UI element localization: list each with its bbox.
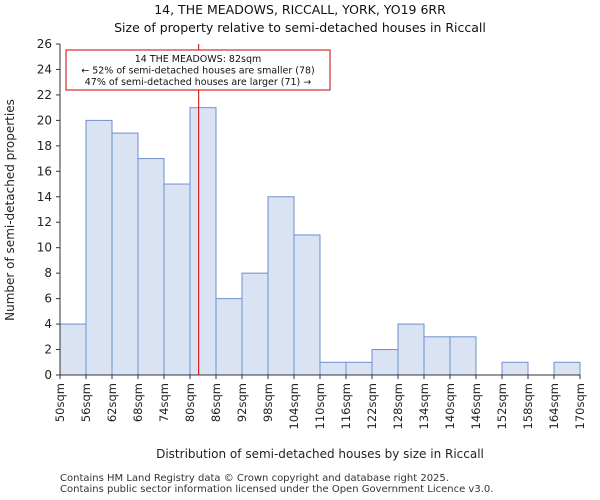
x-tick-label: 122sqm [365, 383, 379, 429]
x-tick-label: 158sqm [521, 383, 535, 429]
x-tick-label: 68sqm [131, 383, 145, 422]
y-axis-label: Number of semi-detached properties [3, 99, 17, 321]
bar-98sqm [267, 196, 295, 376]
y-tick-label: 14 [37, 190, 52, 204]
chart-subtitle: Size of property relative to semi-detach… [114, 20, 486, 35]
bars-group [59, 107, 581, 376]
y-tick-label: 10 [37, 241, 52, 255]
y-tick-label: 0 [44, 368, 52, 382]
y-tick-label: 12 [37, 215, 52, 229]
x-tick-label: 170sqm [573, 383, 587, 429]
bar-164sqm [553, 361, 581, 376]
x-tick-label: 80sqm [183, 383, 197, 422]
x-tick-label: 56sqm [79, 383, 93, 422]
y-tick-label: 20 [37, 113, 52, 127]
x-tick-label: 98sqm [261, 383, 275, 422]
x-tick-label: 86sqm [209, 383, 223, 422]
x-tick-label: 128sqm [391, 383, 405, 429]
x-tick-label: 50sqm [53, 383, 67, 422]
bar-104sqm [293, 234, 321, 376]
y-tick-label: 24 [37, 62, 52, 76]
x-tick-label: 164sqm [547, 383, 561, 429]
y-tick-label: 26 [37, 37, 52, 51]
y-tick-label: 18 [37, 139, 52, 153]
y-tick-label: 2 [44, 343, 52, 357]
annotation-line-2: ← 52% of semi-detached houses are smalle… [81, 66, 315, 77]
y-tick-label: 8 [44, 266, 52, 280]
bar-50sqm [59, 323, 87, 376]
y-tick-label: 16 [37, 164, 52, 178]
x-tick-label: 134sqm [417, 383, 431, 429]
bar-128sqm [397, 323, 425, 376]
x-tick-label: 104sqm [287, 383, 301, 429]
y-tick-label: 6 [44, 292, 52, 306]
footer-line-1: Contains HM Land Registry data © Crown c… [60, 473, 449, 484]
x-tick-label: 92sqm [235, 383, 249, 422]
annotation-box [65, 49, 331, 91]
x-ticks-group: 50sqm 56sqm 62sqm 68sqm 74sqm 80sqm 86sqm 92sqm… [53, 375, 587, 429]
x-tick-label: 140sqm [443, 383, 457, 429]
x-tick-label: 110sqm [313, 383, 327, 429]
bar-134sqm [423, 336, 451, 376]
annotation-line-3: 47% of semi-detached houses are larger (… [85, 77, 312, 88]
footer-line-2: Contains public sector information licen… [60, 484, 494, 495]
bar-62sqm [111, 132, 139, 376]
bar-80sqm [189, 107, 217, 376]
annotation-line-1: 14 THE MEADOWS: 82sqm [135, 54, 262, 65]
chart-title: 14, THE MEADOWS, RICCALL, YORK, YO19 6RR [154, 2, 446, 17]
bar-152sqm [501, 361, 529, 376]
bar-56sqm [85, 119, 113, 376]
bar-140sqm [449, 336, 477, 376]
bar-92sqm [241, 272, 269, 376]
bar-68sqm [137, 158, 165, 376]
y-tick-label: 4 [44, 317, 52, 331]
bar-122sqm [371, 349, 399, 376]
bar-86sqm [215, 298, 243, 376]
x-tick-label: 74sqm [157, 383, 171, 422]
y-tick-label: 22 [37, 88, 52, 102]
x-axis-label: Distribution of semi-detached houses by … [156, 447, 484, 461]
bar-116sqm [345, 361, 373, 376]
bar-74sqm [163, 183, 191, 376]
x-tick-label: 116sqm [339, 383, 353, 429]
x-tick-label: 146sqm [469, 383, 483, 429]
marker-group: 14 THE MEADOWS: 82sqm← 52% of semi-detac… [65, 44, 331, 375]
x-tick-label: 62sqm [105, 383, 119, 422]
bar-110sqm [319, 361, 347, 376]
x-tick-label: 152sqm [495, 383, 509, 429]
